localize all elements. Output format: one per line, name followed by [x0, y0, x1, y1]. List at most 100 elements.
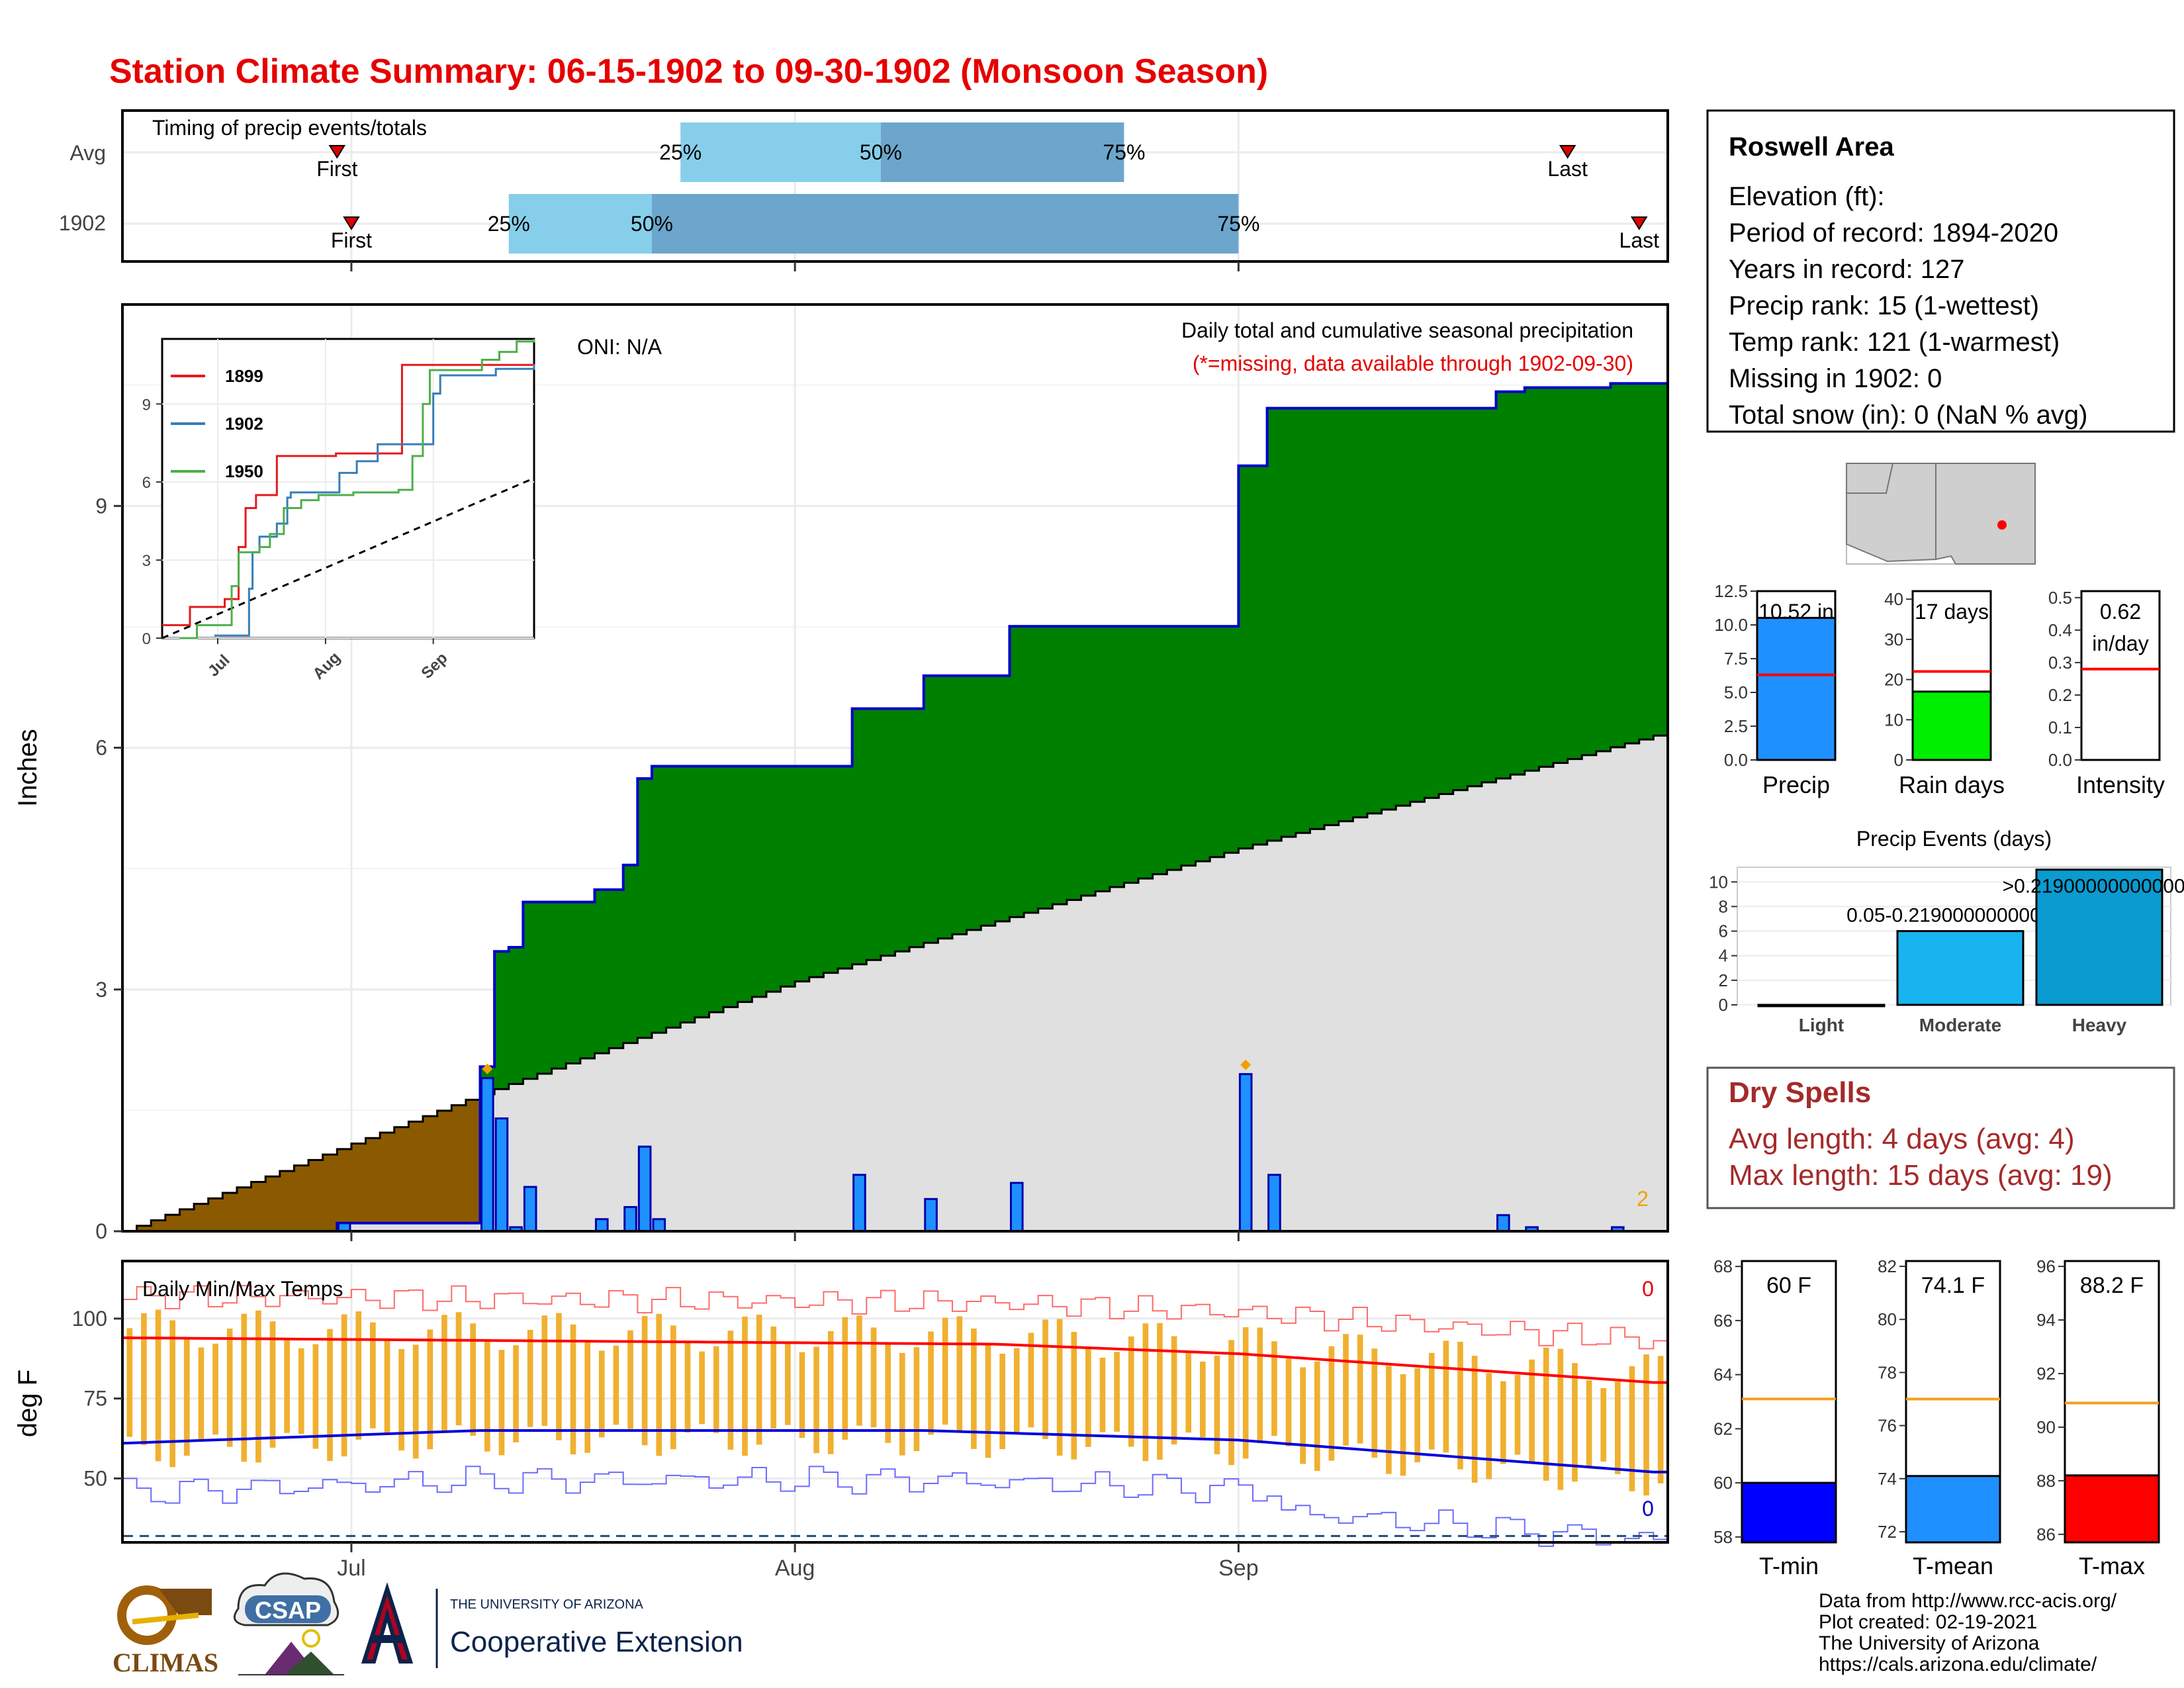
daily-temp-bar — [398, 1348, 404, 1451]
surplus-area — [1396, 408, 1411, 806]
daily-temp-bar — [1471, 1356, 1478, 1483]
inset-series-1899 — [162, 363, 535, 626]
daily-precip-bar — [594, 1218, 609, 1233]
surplus-area — [1024, 626, 1039, 913]
surplus-area — [694, 766, 710, 1017]
surplus-area — [508, 947, 523, 1084]
temp-y-label: deg F — [13, 1370, 42, 1437]
deficit-area — [423, 1116, 438, 1223]
temp-summary-y-tick-label: 60 — [1713, 1473, 1733, 1493]
timing-percentile-label: 50% — [860, 140, 902, 164]
deficit-area — [151, 1220, 166, 1231]
daily-temp-bar — [1242, 1327, 1249, 1459]
daily-temp-bar — [255, 1310, 261, 1463]
station-info-line: Period of record: 1894-2020 — [1729, 218, 2058, 248]
daily-temp-bar — [613, 1345, 619, 1425]
inset-series-1950 — [179, 339, 535, 639]
avg-min-temp-line — [122, 1429, 1668, 1474]
record-max-line — [122, 1285, 1668, 1350]
events-bar-label: >0.219000000000001 — [2003, 876, 2184, 898]
surplus-area — [1066, 626, 1082, 900]
temp-summary-label: 60 F — [1766, 1273, 1811, 1298]
daily-temp-bar — [1514, 1374, 1521, 1455]
temp-summary-y-tick-label: 90 — [2036, 1417, 2056, 1437]
daily-temp-bar — [1615, 1382, 1621, 1474]
events-bar-name: Moderate — [1919, 1015, 2001, 1035]
footer-credit-line: The University of Arizona — [1819, 1632, 2040, 1654]
inset-y-tick-label: 0 — [142, 630, 151, 648]
daily-temp-bar — [913, 1347, 920, 1452]
daily-temp-bar — [298, 1348, 304, 1434]
events-y-tick-label: 4 — [1719, 946, 1728, 966]
summary-bar-y-tick-label: 0.4 — [2048, 620, 2072, 640]
summary-bar-y-tick-label: 0.0 — [2048, 750, 2072, 770]
daily-temp-bar — [1071, 1332, 1077, 1460]
daily-temp-bar — [1443, 1340, 1449, 1453]
temp-summary-label: 74.1 F — [1921, 1273, 1985, 1298]
deficit-area — [136, 1225, 152, 1231]
daily-temp-bar — [370, 1322, 376, 1429]
temp-count-min: 0 — [1642, 1497, 1654, 1521]
daily-temp-bar — [713, 1346, 719, 1433]
daily-temp-bar — [541, 1315, 548, 1427]
surplus-area — [995, 675, 1011, 921]
surplus-area — [1281, 408, 1297, 837]
surplus-area — [566, 902, 581, 1064]
timing-bar-25-50 — [680, 122, 881, 182]
daily-precip-bar — [494, 1117, 509, 1233]
deficit-area — [236, 1187, 252, 1231]
daily-temp-bar — [870, 1327, 877, 1428]
daily-temp-bar — [198, 1347, 205, 1439]
daily-temp-bar — [985, 1345, 991, 1458]
precip-y-tick-label: 6 — [95, 736, 107, 760]
surplus-area — [823, 766, 839, 973]
footer-credit-line: Data from http://www.rcc-acis.org/ — [1819, 1590, 2117, 1612]
summary-bar-y-tick-label: 0.2 — [2048, 685, 2072, 705]
daily-temp-bar — [1486, 1373, 1492, 1479]
events-title: Precip Events (days) — [1856, 827, 2052, 851]
surplus-area — [766, 766, 782, 992]
temp-y-tick-label: 50 — [83, 1466, 107, 1490]
deficit-area — [294, 1165, 309, 1231]
temp-summary-value — [1741, 1481, 1837, 1544]
daily-temp-bar — [842, 1317, 848, 1440]
surplus-area — [838, 766, 853, 969]
daily-temp-bar — [598, 1350, 605, 1438]
ua-big-text: Cooperative Extension — [450, 1626, 743, 1658]
daily-precip-bar — [924, 1197, 938, 1233]
events-bar-name: Light — [1799, 1015, 1844, 1035]
surplus-area — [1152, 626, 1167, 874]
daily-temp-bar — [1328, 1346, 1335, 1461]
x-tick-label: Aug — [775, 1556, 815, 1581]
timing-percentile-label: 25% — [488, 212, 530, 236]
daily-temp-bar — [785, 1343, 791, 1425]
station-info-line: Total snow (in): 0 (NaN % avg) — [1729, 400, 2087, 430]
daily-temp-bar — [284, 1338, 290, 1433]
deficit-area — [165, 1215, 181, 1231]
temp-summary-y-tick-label: 94 — [2036, 1310, 2056, 1330]
daily-temp-bar — [470, 1323, 477, 1436]
daily-temp-bar — [1457, 1341, 1463, 1470]
daily-temp-bar — [1042, 1319, 1048, 1439]
daily-temp-bar — [799, 1352, 805, 1438]
surplus-area — [537, 902, 553, 1074]
summary-bar-y-tick-label: 12.5 — [1714, 581, 1748, 601]
surplus-area — [1167, 626, 1182, 870]
daily-temp-bar — [155, 1309, 161, 1462]
surplus-area — [609, 889, 624, 1049]
timing-first-marker — [328, 145, 346, 159]
daily-temp-bar — [1386, 1366, 1392, 1474]
daily-temp-bar — [670, 1325, 676, 1450]
surplus-area — [938, 675, 953, 939]
deficit-area — [380, 1132, 395, 1223]
surplus-area — [1052, 626, 1068, 904]
deficit-area — [279, 1170, 295, 1231]
temp-count-max: 0 — [1642, 1277, 1654, 1301]
daily-temp-bar — [999, 1353, 1005, 1450]
precip-caption: Daily total and cumulative seasonal prec… — [1181, 318, 1633, 342]
timing-last-marker — [1630, 216, 1648, 230]
daily-temp-bar — [1028, 1333, 1034, 1428]
station-info-line: Missing in 1902: 0 — [1729, 364, 1942, 393]
inset-y-tick-label: 6 — [142, 474, 151, 492]
events-y-tick-label: 2 — [1719, 970, 1728, 990]
